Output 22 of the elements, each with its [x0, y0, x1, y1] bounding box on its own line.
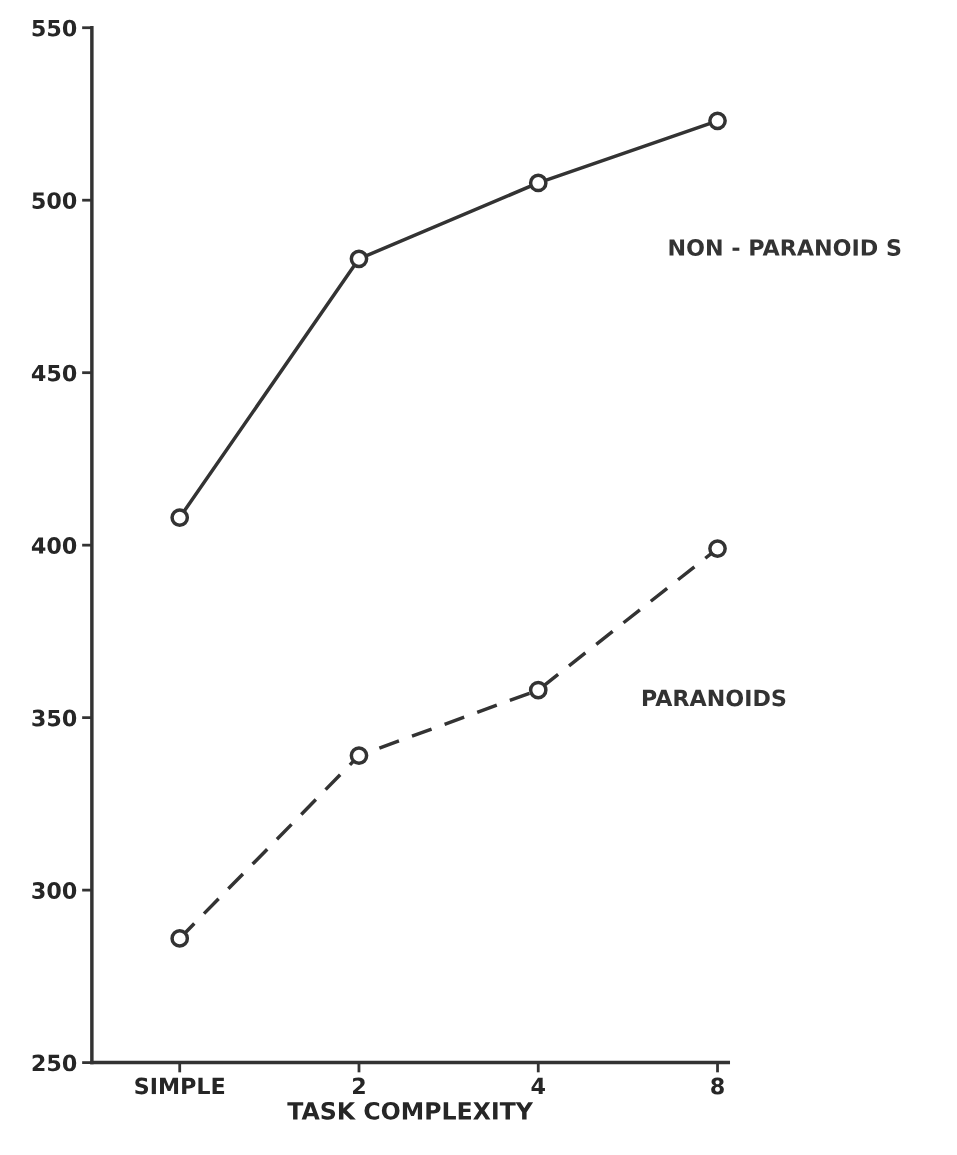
y-tick-label: 250	[32, 1054, 77, 1072]
point	[170, 508, 190, 527]
point	[708, 539, 727, 558]
y-tick-label: 550	[32, 19, 77, 37]
point	[349, 249, 369, 269]
y-tick-label: 500	[32, 192, 77, 209]
point	[708, 111, 727, 131]
x-tick-label: 4	[531, 1077, 545, 1095]
annotation: NON - PARANOID S	[669, 239, 901, 256]
point	[528, 173, 548, 193]
y-tick-label: 350	[32, 709, 77, 727]
annotation: PARANOIDS	[642, 689, 786, 707]
x-axis-title: TASK COMPLEXITY	[287, 1101, 534, 1120]
point	[170, 929, 190, 948]
y-tick-label: 400	[31, 537, 77, 554]
x-tick-label: 2	[353, 1077, 365, 1095]
y-tick-label: 300	[32, 882, 77, 899]
x-tick-label: 8	[711, 1077, 724, 1095]
x-tick-label: SIMPLE	[135, 1077, 225, 1095]
y-tick-label: 450	[31, 364, 77, 382]
point	[349, 746, 369, 765]
point	[528, 680, 548, 700]
